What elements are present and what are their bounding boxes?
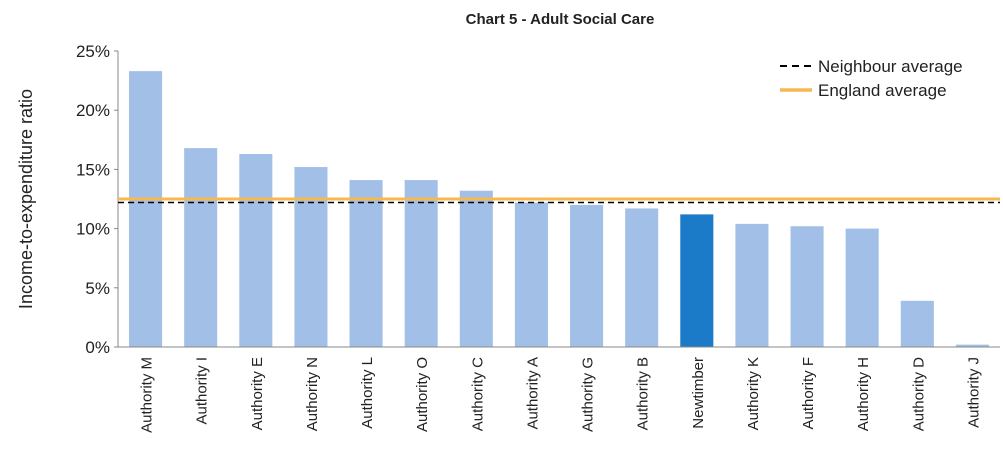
x-tick-label: Authority B (635, 357, 652, 430)
bar (349, 180, 383, 347)
bar (790, 226, 824, 347)
x-tick-label: Newtimber (690, 357, 707, 429)
bar (955, 344, 989, 347)
x-tick-label: Authority F (800, 357, 817, 430)
bar (459, 190, 493, 347)
y-tick-label: 5% (85, 279, 110, 298)
bar (625, 208, 659, 347)
x-tick-label: Authority E (249, 357, 266, 430)
bar (404, 180, 438, 347)
bar (900, 300, 934, 347)
chart-title: Chart 5 - Adult Social Care (466, 11, 655, 28)
bar (735, 223, 769, 347)
y-axis-label: Income-to-expenditure ratio (16, 89, 36, 309)
bar (184, 148, 218, 347)
x-tick-label: Authority I (194, 357, 211, 425)
x-tick-label: Authority M (139, 357, 156, 433)
bar (680, 214, 714, 347)
bar (845, 228, 879, 347)
x-tick-label: Authority C (469, 357, 486, 431)
bar (239, 154, 273, 347)
x-tick-label: Authority L (359, 357, 376, 429)
x-tick-label: Authority K (745, 357, 762, 430)
y-tick-label: 25% (76, 42, 110, 61)
y-tick-label: 15% (76, 160, 110, 179)
x-tick-label: Authority D (910, 357, 927, 431)
y-tick-label: 10% (76, 220, 110, 239)
x-tick-label: Authority J (965, 357, 982, 428)
x-tick-label: Authority A (524, 357, 541, 430)
legend-label: England average (818, 81, 947, 100)
legend-label: Neighbour average (818, 57, 963, 76)
x-tick-label: Authority H (855, 357, 872, 431)
bar (570, 204, 604, 347)
y-tick-label: 20% (76, 101, 110, 120)
y-tick-label: 0% (85, 338, 110, 357)
bar (294, 167, 328, 347)
bar (514, 202, 548, 347)
x-tick-label: Authority O (414, 357, 431, 432)
x-tick-label: Authority G (580, 357, 597, 432)
bar (129, 71, 163, 348)
x-tick-label: Authority N (304, 357, 321, 431)
